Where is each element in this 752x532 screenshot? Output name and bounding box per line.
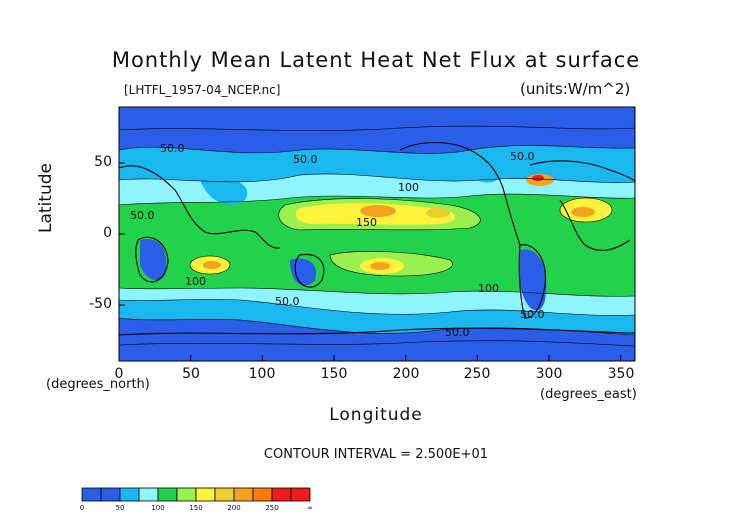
x-axis-label: Longitude: [329, 405, 423, 425]
x-tick-label: 350: [607, 366, 635, 382]
source-file-label: [LHTFL_1957-04_NCEP.nc]: [124, 83, 281, 97]
x-tick-label: 150: [320, 366, 348, 382]
contour-label: 100: [478, 282, 499, 295]
x-tick-label: 100: [248, 366, 276, 382]
flux-field: 50.0 50.0 50.0 50.0 100 150 100 50.0 100…: [119, 107, 635, 361]
contour-lines: [119, 125, 635, 347]
colorbar-tick-label: 150: [189, 504, 203, 512]
contour-label: 150: [356, 216, 377, 229]
x-tick-label: 200: [392, 366, 420, 382]
contour-label: 100: [398, 181, 419, 194]
units-label: (units:W/m^2): [520, 80, 631, 98]
x-tick-label: 0: [114, 366, 124, 382]
contour-interval-label: CONTOUR INTERVAL = 2.500E+01: [263, 447, 489, 462]
contour-label: 50.0: [130, 209, 155, 222]
contour-label: 50.0: [293, 153, 318, 166]
contour-label: 50.0: [520, 308, 545, 321]
colorbar: [81, 487, 311, 502]
chart-title: Monthly Mean Latent Heat Net Flux at sur…: [111, 48, 641, 72]
colorbar-tick-label: 200: [227, 504, 241, 512]
y-tick-label: 0: [103, 225, 112, 241]
x-axis-units: (degrees_east): [540, 387, 637, 402]
contour-label: 50.0: [445, 326, 470, 339]
x-tick-label: 50: [182, 366, 200, 382]
contour-label: 100: [185, 275, 206, 288]
y-tick-label: -50: [89, 296, 112, 312]
y-axis-label: Latitude: [36, 163, 56, 233]
x-tick-label: 250: [463, 366, 491, 382]
colorbar-tick-label: 0: [79, 504, 85, 512]
contour-label: 50.0: [160, 142, 185, 155]
contour-label: 50.0: [510, 150, 535, 163]
colorbar-tick-label: 50: [115, 504, 125, 512]
colorbar-tick-label: ∞: [307, 504, 313, 512]
flux-band-75-100: [119, 194, 635, 297]
axis-ticks: [118, 162, 622, 361]
colorbar-tick-label: 100: [151, 504, 165, 512]
coastlines: [119, 142, 635, 336]
x-tick-label: 300: [535, 366, 563, 382]
y-axis-units: (degrees_north): [46, 377, 150, 392]
flux-max-north-pacific: [360, 205, 396, 217]
colorbar-tick-label: 250: [265, 504, 279, 512]
contour-label: 50.0: [275, 295, 300, 308]
y-tick-label: 50: [94, 154, 112, 170]
